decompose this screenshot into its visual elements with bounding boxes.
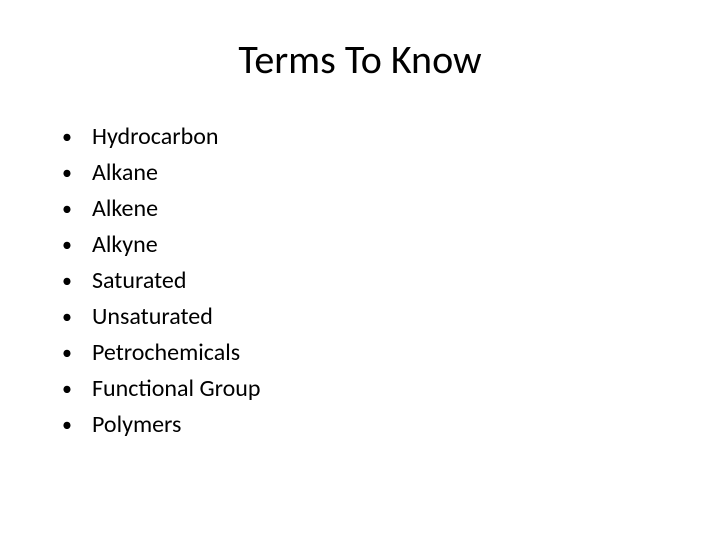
list-item: • Unsaturated	[62, 299, 670, 335]
list-item: • Functional Group	[62, 371, 670, 407]
list-item: • Alkene	[62, 191, 670, 227]
term-text: Petrochemicals	[92, 335, 670, 371]
bullet-icon: •	[62, 263, 92, 299]
slide-container: Terms To Know • Hydrocarbon • Alkane • A…	[0, 0, 720, 540]
term-text: Alkyne	[92, 227, 670, 263]
term-text: Alkane	[92, 155, 670, 191]
list-item: • Alkane	[62, 155, 670, 191]
bullet-icon: •	[62, 407, 92, 443]
bullet-icon: •	[62, 371, 92, 407]
term-text: Functional Group	[92, 371, 670, 407]
slide-title: Terms To Know	[50, 35, 670, 84]
term-text: Polymers	[92, 407, 670, 443]
terms-list: • Hydrocarbon • Alkane • Alkene • Alkyne…	[50, 119, 670, 443]
bullet-icon: •	[62, 155, 92, 191]
bullet-icon: •	[62, 335, 92, 371]
term-text: Hydrocarbon	[92, 119, 670, 155]
bullet-icon: •	[62, 191, 92, 227]
term-text: Saturated	[92, 263, 670, 299]
term-text: Unsaturated	[92, 299, 670, 335]
bullet-icon: •	[62, 227, 92, 263]
list-item: • Hydrocarbon	[62, 119, 670, 155]
bullet-icon: •	[62, 119, 92, 155]
list-item: • Petrochemicals	[62, 335, 670, 371]
list-item: • Polymers	[62, 407, 670, 443]
list-item: • Alkyne	[62, 227, 670, 263]
term-text: Alkene	[92, 191, 670, 227]
bullet-icon: •	[62, 299, 92, 335]
list-item: • Saturated	[62, 263, 670, 299]
